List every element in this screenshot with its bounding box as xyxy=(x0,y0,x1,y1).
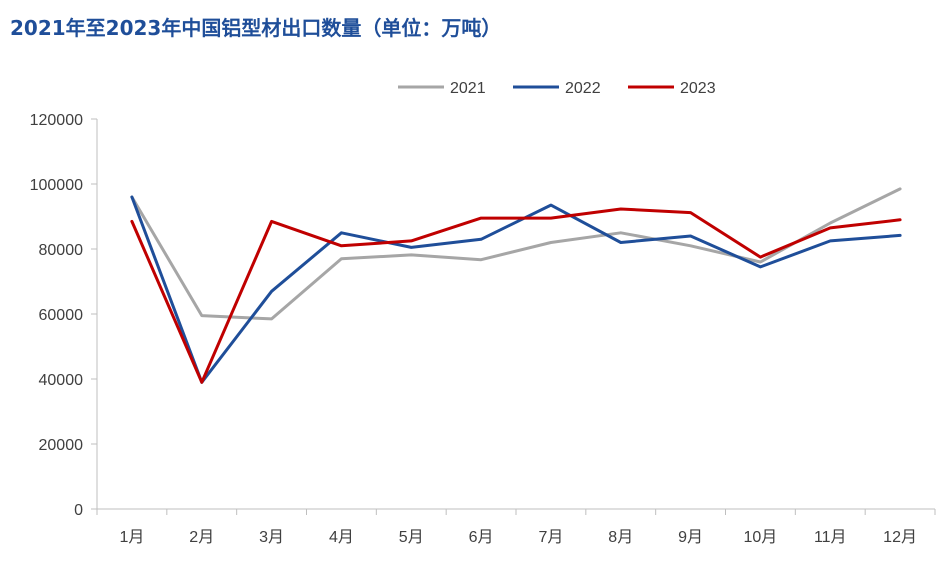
x-tick-labels: 1月 2月 3月 4月 5月 6月 7月 8月 9月 10月 11月 12月 xyxy=(119,529,917,546)
x-tick-label: 1月 xyxy=(119,529,144,546)
x-tick-label: 11月 xyxy=(814,529,847,546)
y-tick-label: 100000 xyxy=(30,177,83,194)
x-tick-label: 3月 xyxy=(259,529,284,546)
x-tick-label: 2月 xyxy=(189,529,214,546)
series-line-2021 xyxy=(130,187,902,321)
x-tick-label: 12月 xyxy=(883,529,917,546)
chart-title: 2021年至2023年中国铝型材出口数量（单位：万吨） xyxy=(10,16,502,40)
y-tick-label: 20000 xyxy=(39,437,84,454)
series-lines xyxy=(130,187,902,384)
x-tick-label: 4月 xyxy=(329,529,354,546)
y-tick-label: 80000 xyxy=(39,242,84,259)
y-tick-labels: 0 20000 40000 60000 80000 100000 120000 xyxy=(30,112,83,519)
y-tick-label: 40000 xyxy=(39,372,84,389)
axes xyxy=(91,118,936,515)
y-tick-label: 120000 xyxy=(30,112,83,129)
x-tick-label: 9月 xyxy=(678,529,703,546)
legend: 2021 2022 2023 xyxy=(398,80,716,97)
x-tick-label: 6月 xyxy=(469,529,494,546)
legend-label-2023: 2023 xyxy=(680,80,716,97)
series-line-2023 xyxy=(130,207,902,384)
x-tick-label: 7月 xyxy=(538,529,563,546)
x-tick-label: 5月 xyxy=(399,529,424,546)
series-line-2022 xyxy=(130,195,902,384)
y-tick-label: 0 xyxy=(74,502,83,519)
x-tick-label: 10月 xyxy=(744,529,778,546)
x-tick-label: 8月 xyxy=(608,529,633,546)
y-tick-label: 60000 xyxy=(39,307,84,324)
legend-label-2022: 2022 xyxy=(565,80,601,97)
legend-label-2021: 2021 xyxy=(450,80,486,97)
